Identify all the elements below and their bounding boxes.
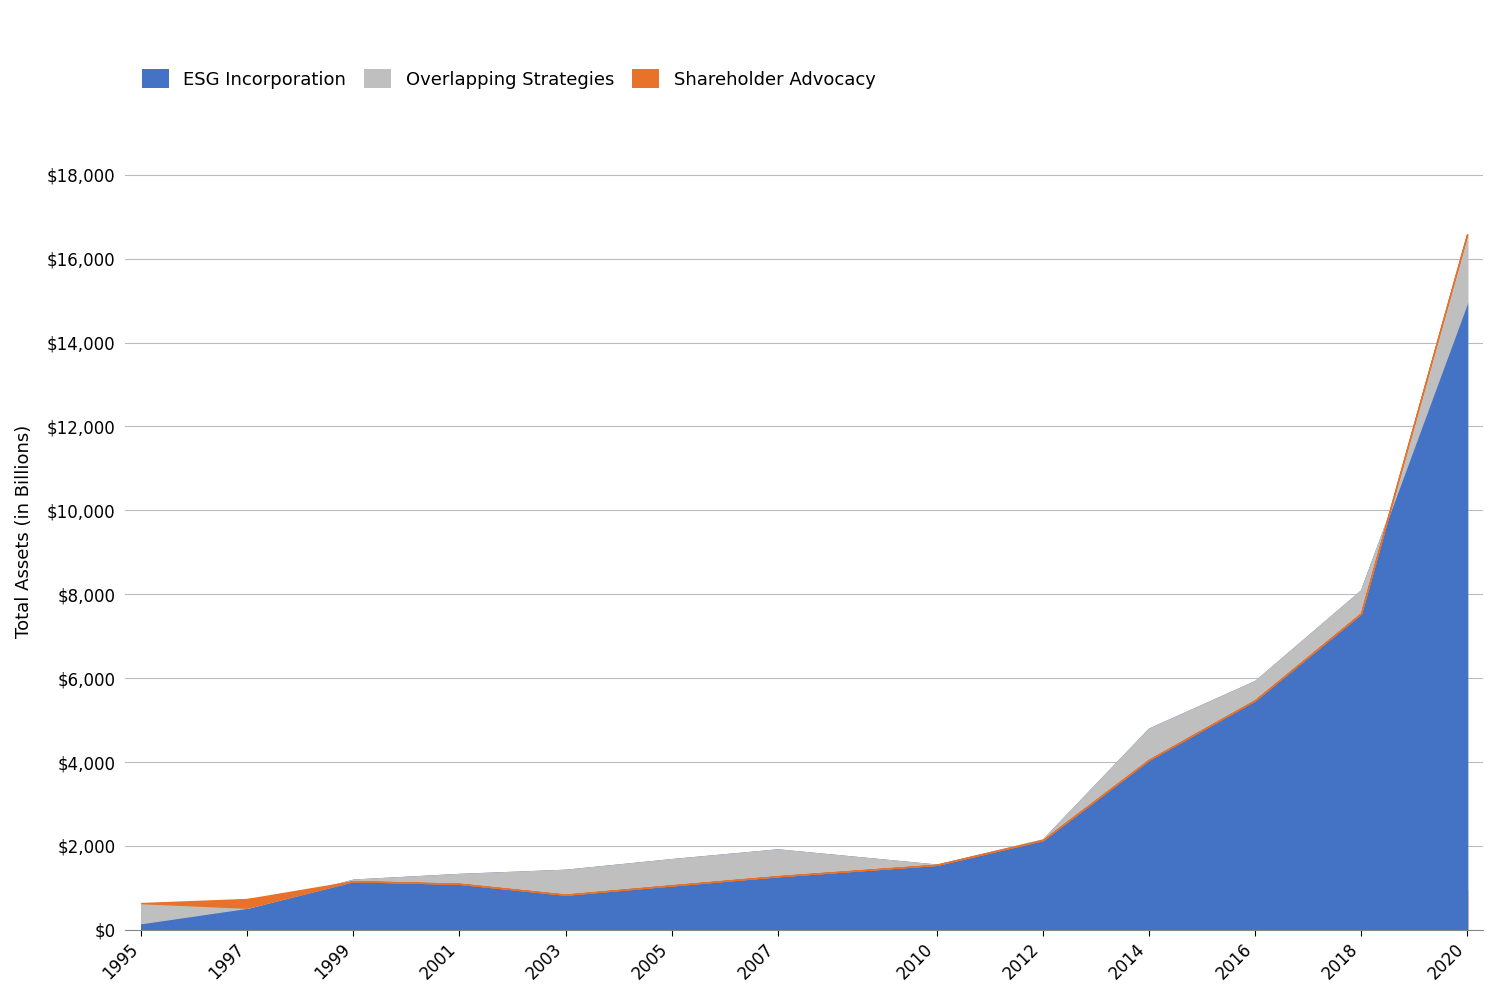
Legend: ESG Incorporation, Overlapping Strategies, Shareholder Advocacy: ESG Incorporation, Overlapping Strategie… xyxy=(135,62,882,96)
Y-axis label: Total Assets (in Billions): Total Assets (in Billions) xyxy=(15,425,33,638)
